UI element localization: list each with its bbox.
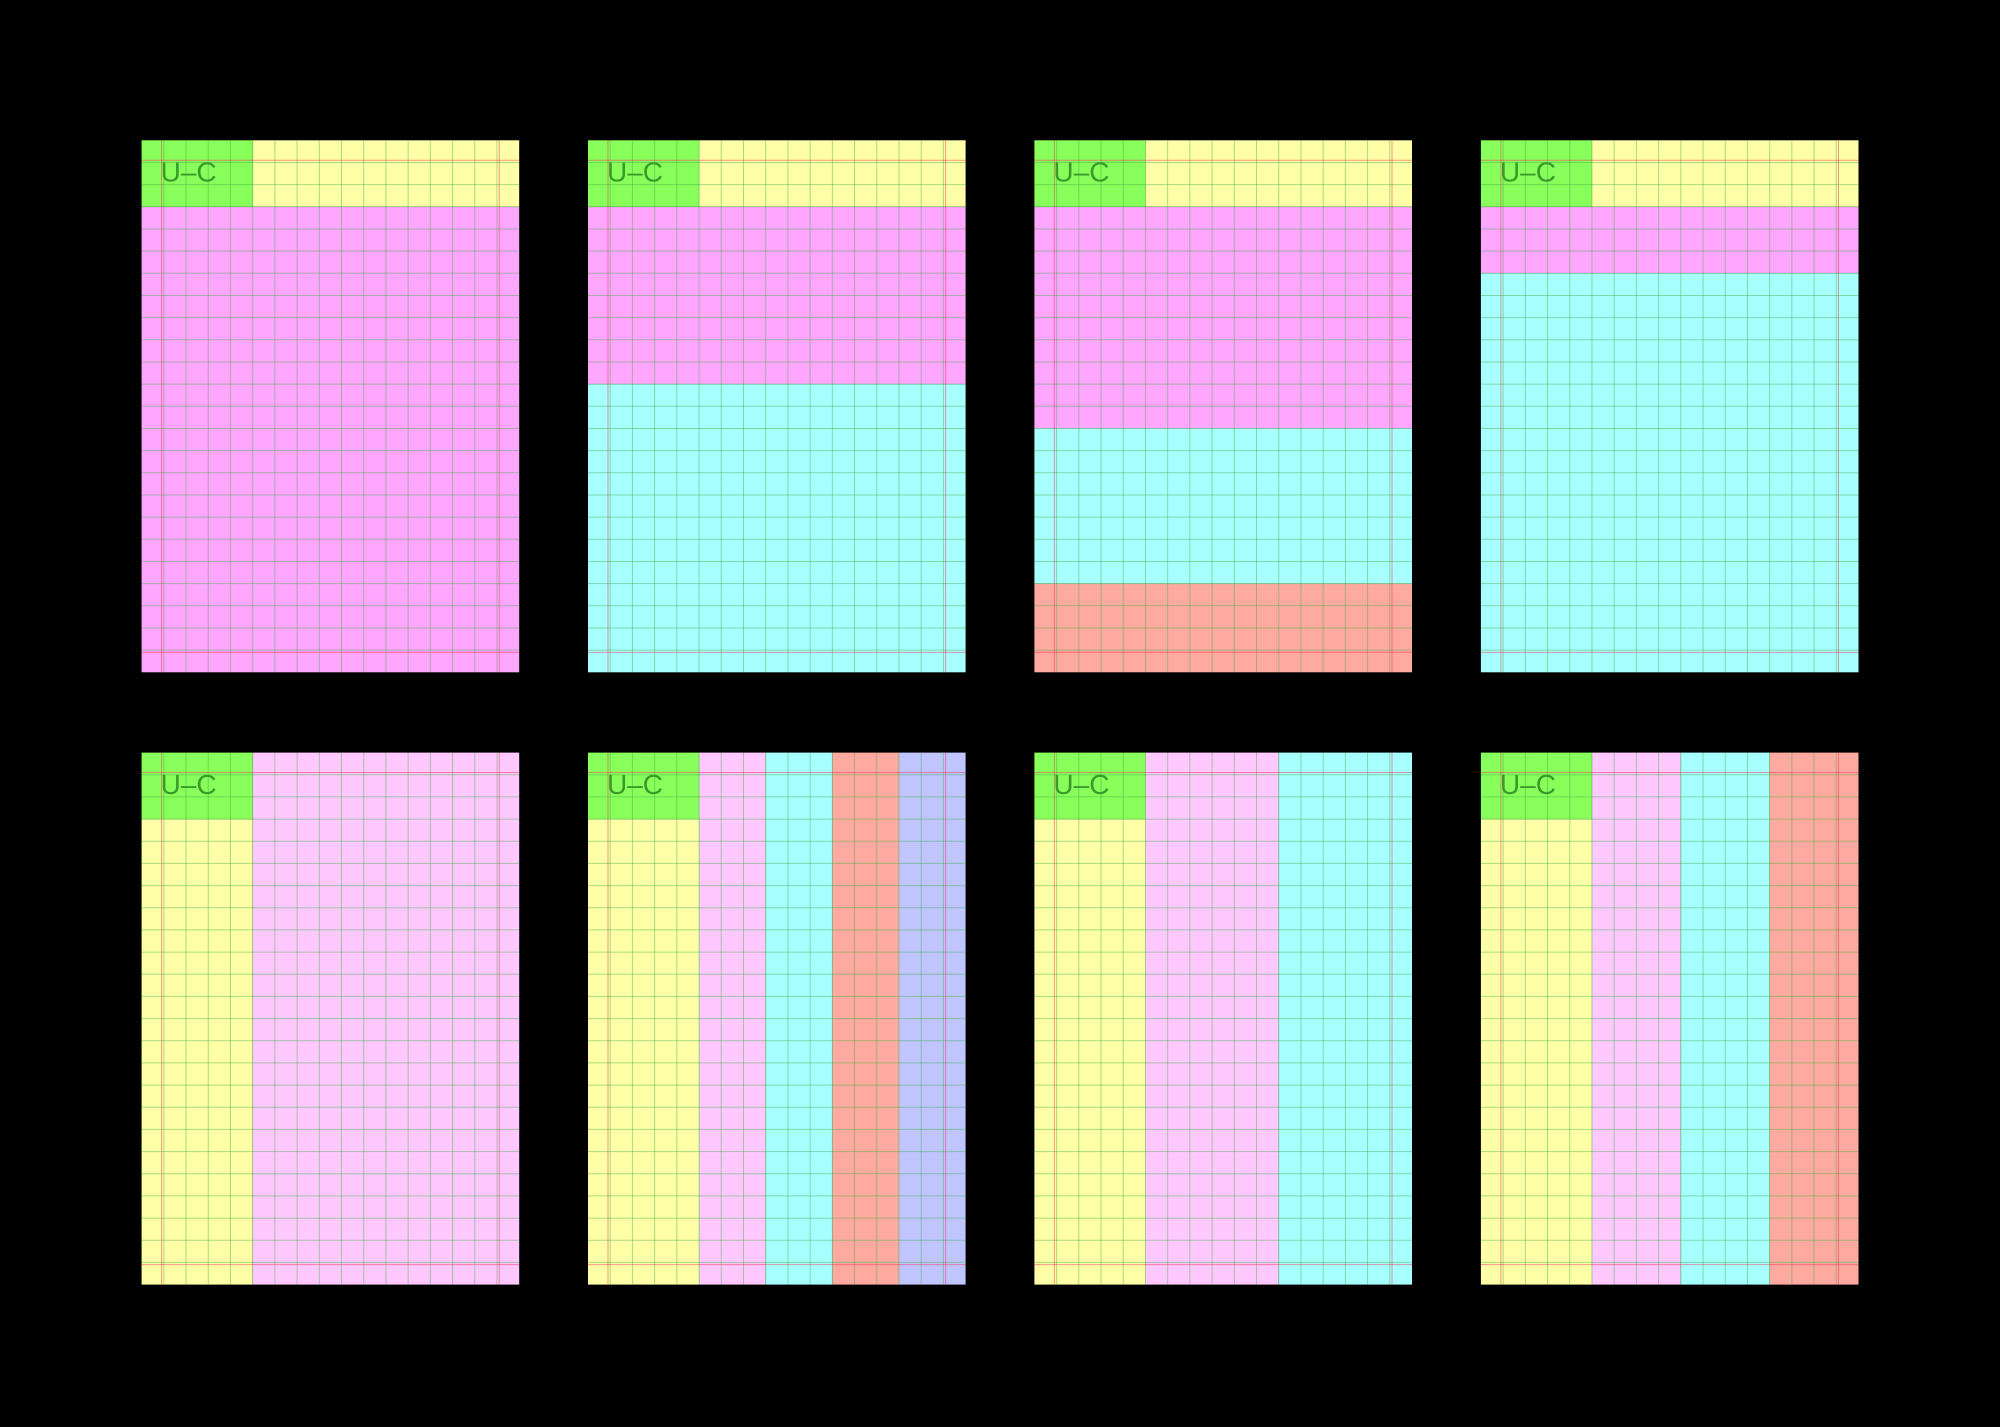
column-block (699, 752, 766, 1285)
panel-label: U–C (607, 769, 663, 800)
column-block (1769, 752, 1859, 1285)
panel-label: U–C (1500, 157, 1556, 188)
column-block (832, 752, 899, 1285)
column-block (699, 140, 966, 207)
layout-panel: U–C (141, 140, 520, 673)
label-block (141, 752, 253, 820)
column-block (588, 384, 966, 673)
panel-label: U–C (1500, 769, 1556, 800)
column-block (1480, 273, 1859, 673)
column-block (1591, 752, 1681, 1285)
column-block (1034, 428, 1412, 584)
panel-label: U–C (607, 157, 663, 188)
layout-panel: U–C (1480, 752, 1859, 1285)
label-block (1034, 752, 1146, 820)
column-block (588, 819, 700, 1285)
column-block (765, 752, 833, 1285)
column-block (1480, 206, 1859, 274)
label-block (1480, 140, 1592, 207)
column-block (1680, 752, 1770, 1285)
label-block (588, 140, 700, 207)
column-block (141, 206, 520, 673)
column-block (588, 206, 966, 385)
layout-panel: U–C (1034, 140, 1413, 673)
layout-panel: U–C (141, 752, 520, 1285)
panel-label: U–C (1053, 769, 1109, 800)
layout-panel: U–C (588, 140, 966, 673)
column-block (1145, 140, 1412, 207)
column-block (1034, 206, 1412, 429)
layout-panel: U–C (1480, 140, 1859, 673)
label-block (141, 140, 253, 207)
column-block (252, 140, 520, 207)
label-block (1480, 752, 1592, 820)
column-block (1591, 140, 1859, 207)
column-block (252, 752, 520, 1285)
layout-panel: U–C (1034, 752, 1413, 1285)
label-block (588, 752, 700, 820)
column-block (898, 752, 966, 1285)
column-block (1034, 583, 1412, 673)
label-block (1034, 140, 1146, 207)
column-block (1034, 819, 1146, 1285)
column-block (1145, 752, 1279, 1285)
panel-label: U–C (1053, 157, 1109, 188)
layout-panel: U–C (588, 752, 966, 1285)
column-block (1278, 752, 1412, 1285)
panel-label: U–C (161, 157, 217, 188)
column-block (141, 819, 253, 1285)
column-block (1480, 819, 1592, 1285)
panel-label: U–C (161, 769, 217, 800)
